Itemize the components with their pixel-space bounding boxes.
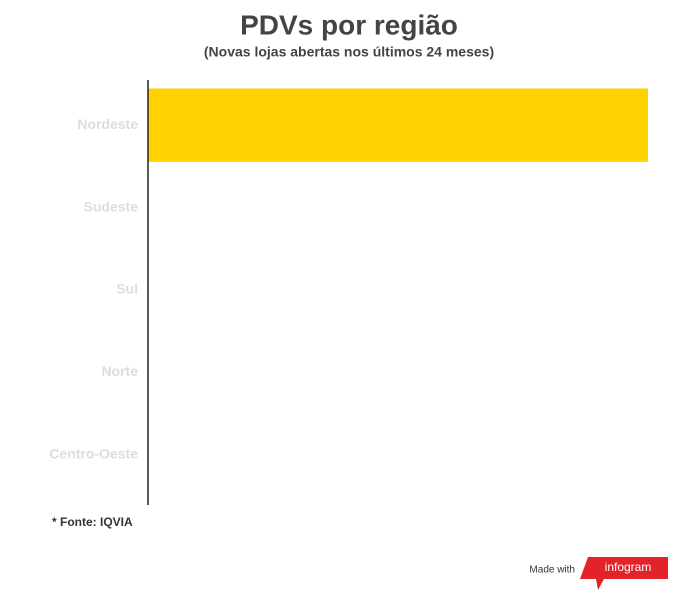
logo[interactable]: infogram (605, 560, 652, 574)
y-tick-label: Norte (101, 363, 138, 379)
chart-subtitle: (Novas lojas abertas nos últimos 24 mese… (204, 44, 494, 60)
y-tick-label: Sudeste (84, 198, 139, 214)
y-tick-label: Sul (116, 281, 138, 297)
y-tick-label: Centro-Oeste (49, 446, 138, 462)
bar (148, 88, 648, 162)
logo-badge[interactable] (580, 557, 668, 590)
made-with: Made with (529, 565, 575, 576)
source-note: * Fonte: IQVIA (52, 515, 133, 529)
chart-title: PDVs por região (240, 9, 458, 40)
y-tick-label: Nordeste (77, 116, 138, 132)
